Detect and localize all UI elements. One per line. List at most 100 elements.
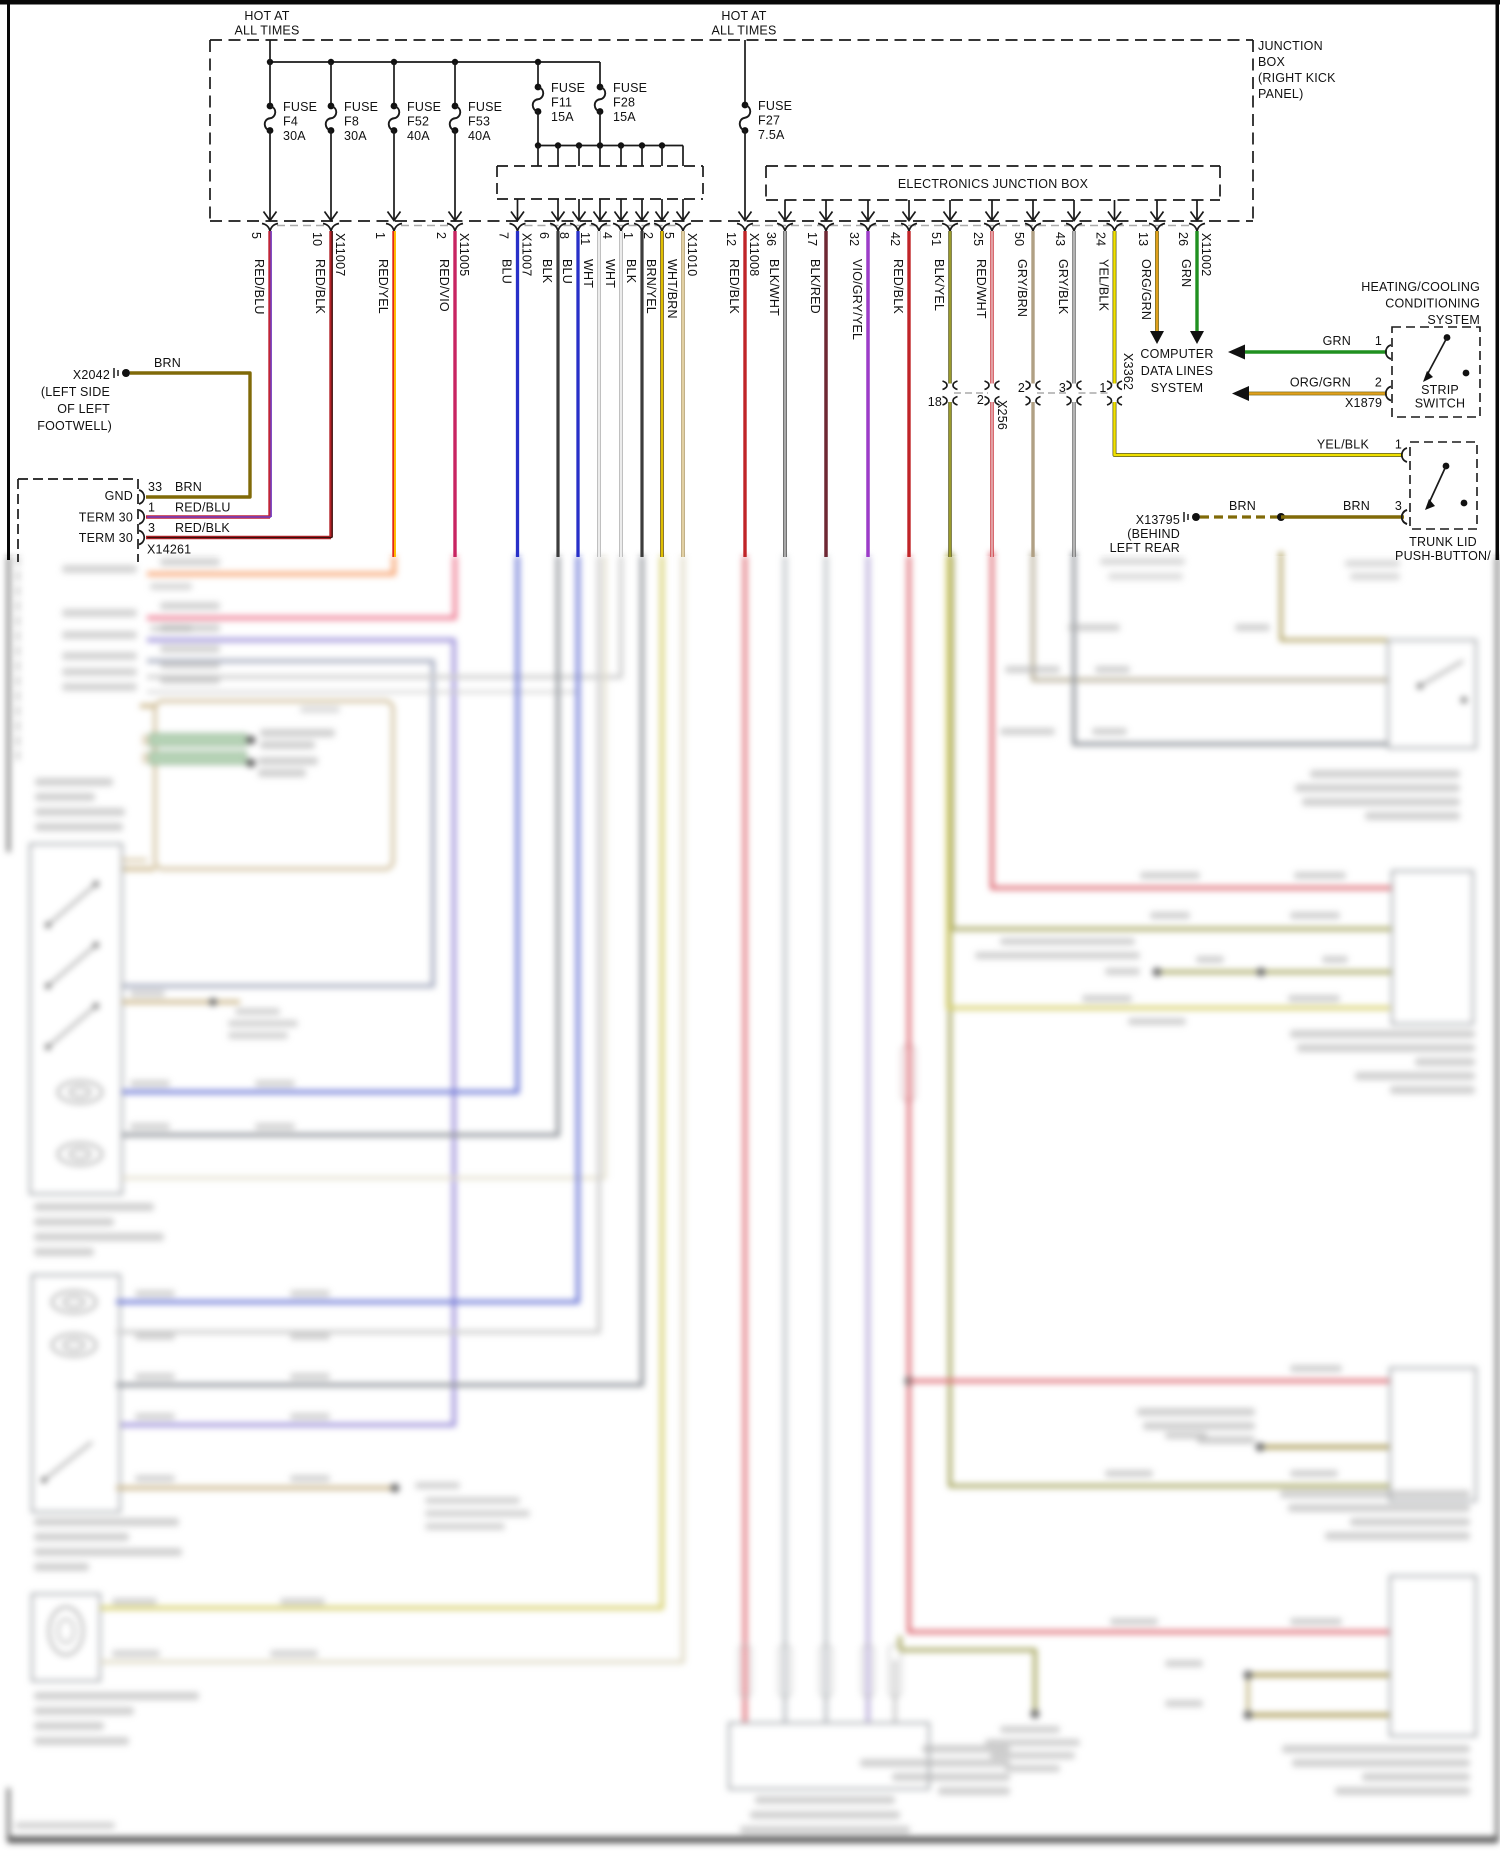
svg-text:(RIGHT KICK: (RIGHT KICK: [1258, 71, 1336, 85]
svg-text:7: 7: [497, 232, 511, 239]
svg-text:BLK/YEL: BLK/YEL: [932, 259, 946, 311]
svg-text:1: 1: [1099, 381, 1106, 395]
svg-text:FUSE: FUSE: [613, 81, 647, 95]
svg-text:43: 43: [1053, 232, 1067, 246]
svg-text:F4: F4: [283, 115, 298, 129]
svg-text:18: 18: [928, 395, 942, 409]
svg-text:HOT AT: HOT AT: [244, 9, 289, 23]
svg-text:DATA LINES: DATA LINES: [1141, 364, 1213, 378]
svg-text:40A: 40A: [407, 129, 430, 143]
svg-text:ALL TIMES: ALL TIMES: [234, 24, 299, 38]
svg-text:X13795: X13795: [1136, 513, 1180, 527]
svg-text:24: 24: [1094, 232, 1108, 246]
svg-text:5: 5: [662, 232, 676, 239]
svg-text:FUSE: FUSE: [758, 99, 792, 113]
svg-text:X11008: X11008: [747, 233, 761, 276]
svg-text:GND: GND: [105, 489, 133, 503]
svg-text:10: 10: [310, 232, 324, 246]
svg-text:1: 1: [621, 232, 635, 239]
svg-text:F28: F28: [613, 96, 635, 110]
svg-text:X14261: X14261: [147, 543, 191, 557]
svg-text:X11002: X11002: [1199, 233, 1213, 276]
svg-text:2: 2: [1375, 376, 1382, 390]
svg-text:26: 26: [1176, 232, 1190, 246]
svg-text:GRN: GRN: [1323, 334, 1351, 348]
svg-text:12: 12: [724, 232, 738, 246]
svg-text:X1879: X1879: [1345, 396, 1382, 410]
svg-text:7.5A: 7.5A: [758, 128, 785, 142]
svg-text:ORG/GRN: ORG/GRN: [1290, 376, 1351, 390]
svg-text:42: 42: [888, 232, 902, 246]
svg-text:1: 1: [373, 232, 387, 239]
svg-text:X256: X256: [995, 400, 1009, 430]
svg-text:X11007: X11007: [520, 233, 534, 276]
svg-text:ELECTRONICS JUNCTION BOX: ELECTRONICS JUNCTION BOX: [898, 177, 1089, 191]
svg-text:TERM 30: TERM 30: [79, 511, 133, 525]
svg-text:30A: 30A: [344, 129, 367, 143]
svg-text:SWITCH: SWITCH: [1415, 397, 1466, 411]
svg-text:F11: F11: [551, 96, 572, 110]
svg-text:2: 2: [434, 232, 448, 239]
svg-text:FUSE: FUSE: [468, 100, 502, 114]
svg-text:BLK/WHT: BLK/WHT: [767, 259, 781, 316]
svg-text:(LEFT SIDE: (LEFT SIDE: [41, 385, 110, 399]
svg-text:RED/YEL: RED/YEL: [376, 259, 390, 314]
svg-text:X3362: X3362: [1121, 353, 1135, 390]
svg-text:3: 3: [1395, 499, 1402, 513]
svg-text:15A: 15A: [551, 110, 574, 124]
svg-text:17: 17: [805, 232, 819, 246]
svg-text:PANEL): PANEL): [1258, 87, 1303, 101]
svg-text:8: 8: [557, 232, 571, 239]
svg-text:GRN: GRN: [1179, 259, 1193, 287]
svg-text:1: 1: [1395, 438, 1402, 452]
svg-text:33: 33: [148, 480, 162, 494]
svg-text:4: 4: [600, 232, 614, 239]
svg-text:X11010: X11010: [685, 233, 699, 276]
svg-text:50: 50: [1012, 232, 1026, 246]
svg-text:BLU: BLU: [560, 259, 574, 284]
svg-text:WHT: WHT: [581, 259, 595, 288]
svg-text:OF LEFT: OF LEFT: [57, 402, 110, 416]
svg-text:3: 3: [148, 521, 155, 535]
svg-text:2: 2: [977, 393, 984, 407]
svg-text:RED/BLK: RED/BLK: [727, 259, 741, 314]
svg-text:BRN: BRN: [1343, 499, 1370, 513]
svg-text:HEATING/COOLING: HEATING/COOLING: [1361, 280, 1480, 294]
svg-text:51: 51: [929, 232, 943, 246]
svg-text:TRUNK LID: TRUNK LID: [1409, 535, 1477, 549]
svg-text:X11005: X11005: [457, 233, 471, 276]
svg-text:BLK/RED: BLK/RED: [808, 259, 822, 314]
svg-text:WHT: WHT: [603, 259, 617, 288]
svg-text:32: 32: [847, 232, 861, 246]
svg-text:BOX: BOX: [1258, 55, 1285, 69]
svg-text:5: 5: [249, 232, 263, 239]
svg-text:1: 1: [1375, 334, 1382, 348]
svg-text:FUSE: FUSE: [344, 100, 378, 114]
svg-text:15A: 15A: [613, 110, 636, 124]
svg-text:3: 3: [1059, 381, 1066, 395]
svg-text:13: 13: [1136, 232, 1150, 246]
svg-text:F53: F53: [468, 115, 490, 129]
svg-text:F8: F8: [344, 115, 359, 129]
svg-text:RED/VIO: RED/VIO: [437, 259, 451, 312]
svg-text:36: 36: [764, 232, 778, 246]
svg-text:WHT/BRN: WHT/BRN: [665, 259, 679, 319]
svg-text:FUSE: FUSE: [283, 100, 317, 114]
svg-text:X11007: X11007: [333, 233, 347, 276]
svg-text:BLU: BLU: [500, 259, 514, 284]
svg-text:(BEHIND: (BEHIND: [1127, 527, 1180, 541]
svg-text:LEFT REAR: LEFT REAR: [1110, 541, 1180, 555]
svg-text:FUSE: FUSE: [407, 100, 441, 114]
svg-text:BRN/YEL: BRN/YEL: [644, 259, 658, 314]
svg-text:2: 2: [1018, 381, 1025, 395]
svg-text:SYSTEM: SYSTEM: [1427, 313, 1480, 327]
svg-text:STRIP: STRIP: [1421, 383, 1459, 397]
svg-text:SYSTEM: SYSTEM: [1151, 381, 1204, 395]
svg-text:TERM 30: TERM 30: [79, 531, 133, 545]
svg-text:ALL TIMES: ALL TIMES: [711, 24, 776, 38]
svg-text:30A: 30A: [283, 129, 306, 143]
svg-text:25: 25: [971, 232, 985, 246]
svg-text:YEL/BLK: YEL/BLK: [1097, 259, 1111, 312]
svg-text:6: 6: [537, 232, 551, 239]
svg-text:BRN: BRN: [175, 480, 202, 494]
